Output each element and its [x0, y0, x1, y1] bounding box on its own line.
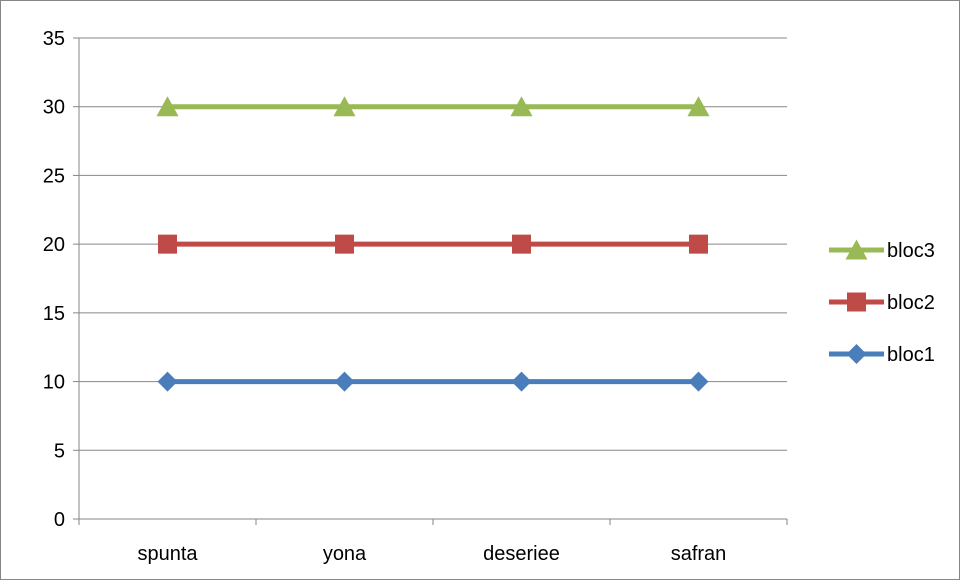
- legend-label-bloc2: bloc2: [887, 292, 935, 314]
- data-point-bloc3: [687, 96, 710, 117]
- y-tick-label: 30: [43, 97, 65, 119]
- data-point-bloc1: [688, 371, 709, 392]
- series-lines: [156, 96, 710, 392]
- legend: bloc3 bloc2 bloc1: [829, 239, 935, 366]
- legend-label-bloc3: bloc3: [887, 240, 935, 262]
- y-tick-label: 15: [43, 303, 65, 325]
- x-tick-label: deseriee: [483, 543, 560, 565]
- axes: [73, 37, 788, 525]
- legend-label-bloc1: bloc1: [887, 344, 935, 366]
- data-point-bloc1: [511, 371, 532, 392]
- data-point-bloc2: [335, 234, 354, 254]
- y-tick-label: 35: [43, 28, 65, 50]
- data-point-bloc2: [689, 234, 708, 254]
- y-tick-label: 25: [43, 165, 65, 187]
- x-tick-label: spunta: [137, 543, 198, 565]
- data-point-bloc3: [510, 96, 533, 117]
- data-point-bloc2: [158, 234, 177, 254]
- data-point-bloc2: [512, 234, 531, 254]
- data-point-bloc1: [157, 371, 178, 392]
- y-tick-label: 5: [54, 440, 65, 462]
- x-tick-labels: spunta yona deseriee safran: [137, 543, 726, 565]
- data-point-bloc3: [156, 96, 179, 117]
- legend-marker-bloc3: [845, 239, 868, 260]
- y-tick-labels: 0 5 10 15 20 25 30 35: [43, 28, 65, 531]
- y-tick-label: 10: [43, 372, 65, 394]
- y-tick-label: 20: [43, 234, 65, 256]
- x-tick-label: yona: [323, 543, 367, 565]
- data-point-bloc1: [334, 371, 355, 392]
- y-tick-label: 0: [54, 509, 65, 531]
- legend-marker-bloc2: [847, 292, 866, 312]
- data-point-bloc3: [333, 96, 356, 117]
- legend-marker-bloc1: [846, 344, 867, 364]
- x-tick-label: safran: [671, 543, 727, 565]
